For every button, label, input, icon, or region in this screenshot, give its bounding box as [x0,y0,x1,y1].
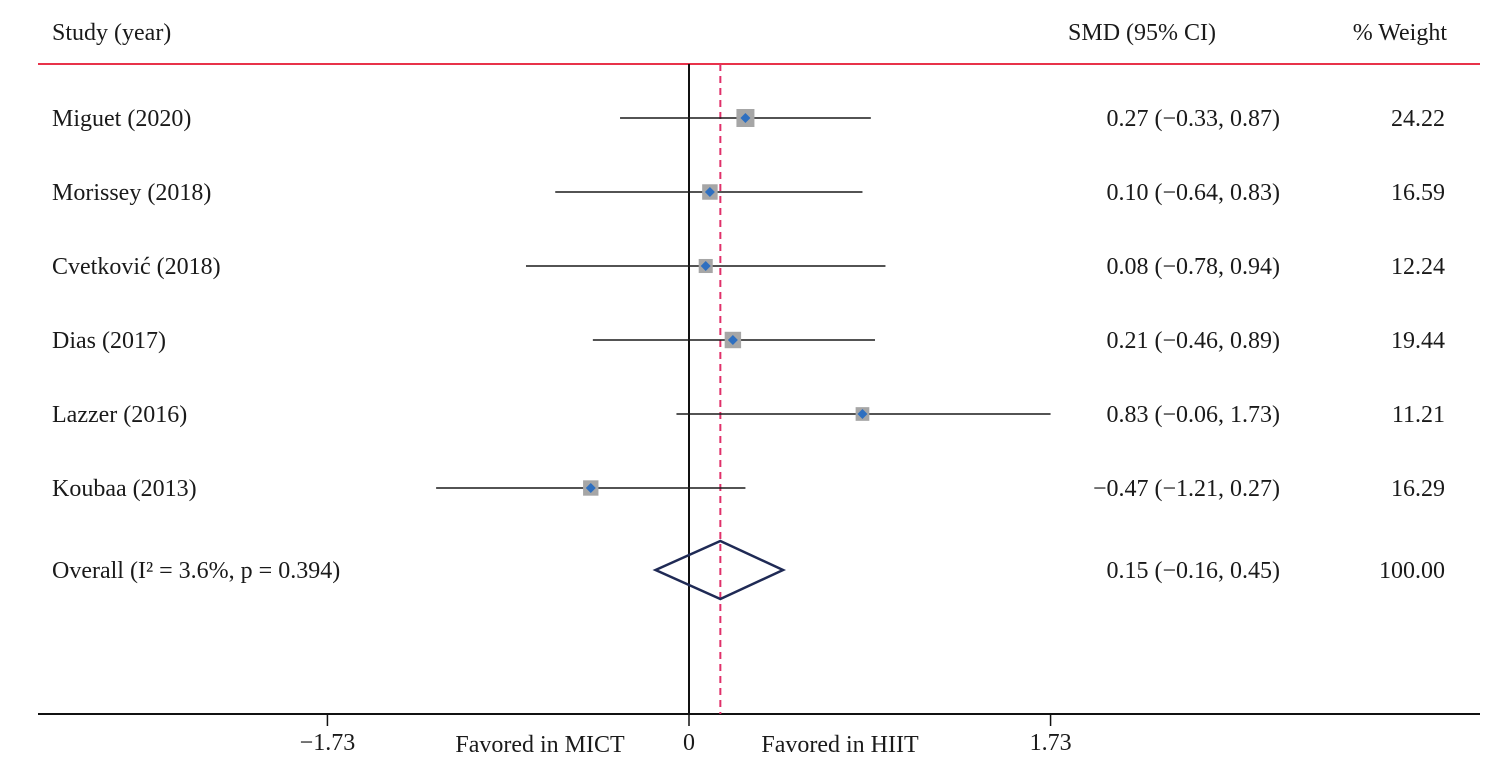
ci-text: −0.47 (−1.21, 0.27) [1093,476,1280,502]
study-row: Cvetković (2018) 0.08 (−0.78, 0.94) 12.24 [52,254,1445,280]
ci-text: 0.83 (−0.06, 1.73) [1106,402,1280,428]
favor-left-label: Favored in MICT [455,732,625,758]
overall-ci-text: 0.15 (−0.16, 0.45) [1106,558,1280,584]
study-name: Lazzer (2016) [52,402,187,428]
ci-text: 0.10 (−0.64, 0.83) [1106,180,1280,206]
overall-label: Overall (I² = 3.6%, p = 0.394) [52,558,340,584]
weight-text: 12.24 [1391,254,1445,280]
header-weight-label: % Weight [1353,20,1448,46]
point-estimate [857,409,868,419]
favor-right-label: Favored in HIIT [761,732,919,758]
ci-text: 0.21 (−0.46, 0.89) [1106,328,1280,354]
point-estimate [700,261,711,271]
point-estimate [740,113,751,123]
study-name: Cvetković (2018) [52,254,221,280]
ci-text: 0.27 (−0.33, 0.87) [1106,106,1280,132]
point-estimate [585,483,596,493]
study-name: Koubaa (2013) [52,476,197,502]
weight-text: 16.59 [1391,180,1445,206]
axis-layer: −1.73 0 1.73 [38,64,1480,756]
x-tick-label: 0 [683,730,695,756]
header-study-label: Study (year) [52,20,171,46]
study-row: Miguet (2020) 0.27 (−0.33, 0.87) 24.22 [52,106,1445,132]
header-smd-label: SMD (95% CI) [1068,20,1216,46]
weight-text: 11.21 [1392,402,1445,428]
study-row: Dias (2017) 0.21 (−0.46, 0.89) 19.44 [52,328,1445,354]
weight-text: 16.29 [1391,476,1445,502]
x-tick-label: 1.73 [1030,730,1072,756]
study-row: Koubaa (2013) −0.47 (−1.21, 0.27) 16.29 [52,476,1445,502]
weight-text: 24.22 [1391,106,1445,132]
overall-diamond [652,539,787,601]
point-estimate [704,187,715,197]
overall-row: Overall (I² = 3.6%, p = 0.394) 0.15 (−0.1… [52,539,1445,601]
study-row: Morissey (2018) 0.10 (−0.64, 0.83) 16.59 [52,180,1445,206]
study-rows: Miguet (2020) 0.27 (−0.33, 0.87) 24.22 Mori… [52,106,1445,502]
overall-weight-text: 100.00 [1379,558,1445,584]
x-tick-label: −1.73 [300,730,356,756]
study-name: Morissey (2018) [52,180,211,206]
study-row: Lazzer (2016) 0.83 (−0.06, 1.73) 11.21 [52,402,1445,428]
study-name: Dias (2017) [52,328,166,354]
ci-text: 0.08 (−0.78, 0.94) [1106,254,1280,280]
weight-text: 19.44 [1391,328,1445,354]
point-estimate [727,335,738,345]
study-name: Miguet (2020) [52,106,191,132]
